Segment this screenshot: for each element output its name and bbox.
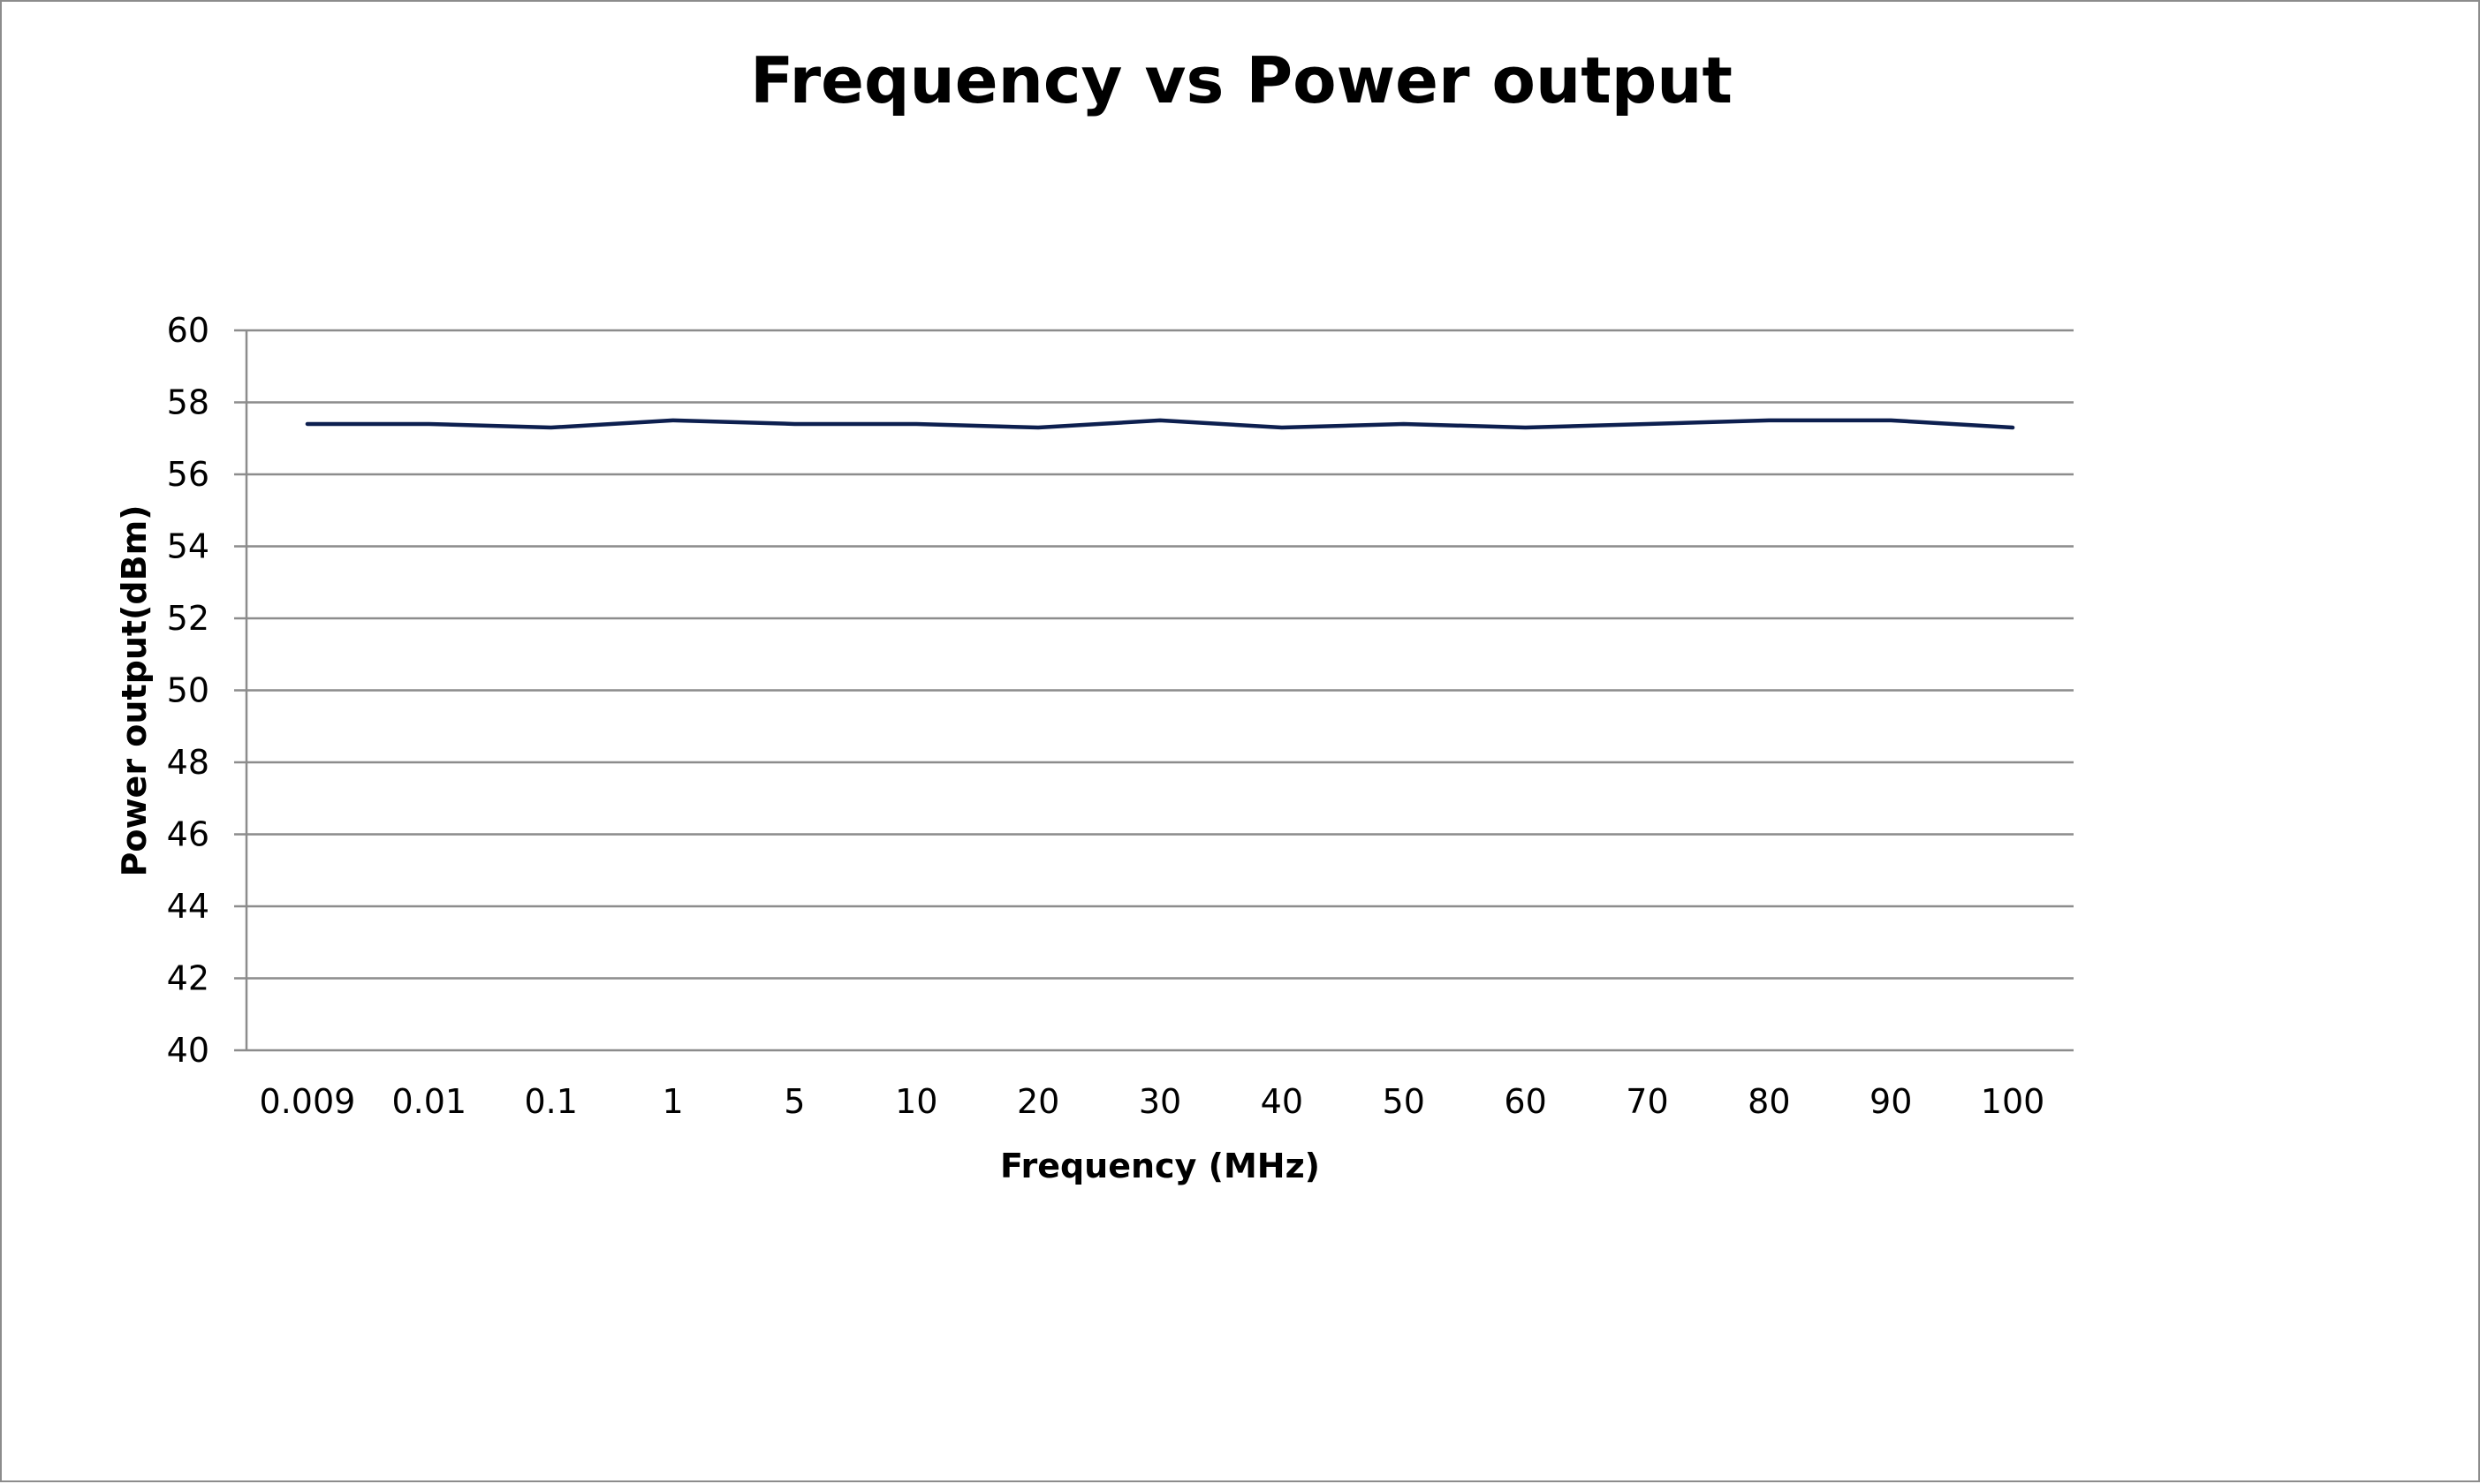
x-tick-label: 90	[1869, 1082, 1912, 1121]
x-tick-label: 0.009	[260, 1082, 356, 1121]
x-tick-label: 1	[662, 1082, 683, 1121]
y-tick-label: 48	[167, 743, 209, 782]
x-tick-label: 30	[1139, 1082, 1181, 1121]
x-tick-label: 0.1	[524, 1082, 577, 1121]
x-tick-label: 50	[1383, 1082, 1425, 1121]
y-tick-label: 52	[167, 599, 209, 638]
y-tick-label: 58	[167, 383, 209, 422]
y-tick-label: 46	[167, 815, 209, 854]
x-tick-label: 100	[1981, 1082, 2045, 1121]
y-tick-label: 54	[167, 527, 209, 566]
x-tick-label: 0.01	[391, 1082, 466, 1121]
y-tick-label: 40	[167, 1031, 209, 1070]
series-lines	[307, 420, 2013, 428]
y-tick-label: 60	[167, 311, 209, 350]
y-axis-tick-labels: 40 42 44 46 48 50 52 54 56 58 60	[167, 311, 209, 1070]
y-tick-label: 44	[167, 887, 209, 926]
x-tick-label: 80	[1748, 1082, 1790, 1121]
x-axis-title: Frequency (MHz)	[1000, 1147, 1320, 1185]
x-tick-label: 40	[1261, 1082, 1303, 1121]
series-line	[307, 420, 2013, 428]
x-tick-label: 60	[1504, 1082, 1546, 1121]
x-tick-label: 5	[784, 1082, 805, 1121]
x-axis-tick-labels: 0.009 0.01 0.1 1 5 10 20 30 40 50 60 70 80 90 100	[260, 1082, 2045, 1121]
y-tick-label: 50	[167, 671, 209, 710]
y-tick-label: 56	[167, 455, 209, 494]
y-axis-title: Power output(dBm)	[115, 504, 154, 876]
chart-title: Frequency vs Power output	[750, 43, 1733, 117]
x-tick-label: 10	[895, 1082, 937, 1121]
x-tick-label: 20	[1017, 1082, 1059, 1121]
x-tick-label: 70	[1626, 1082, 1668, 1121]
y-tick-label: 42	[167, 959, 209, 998]
